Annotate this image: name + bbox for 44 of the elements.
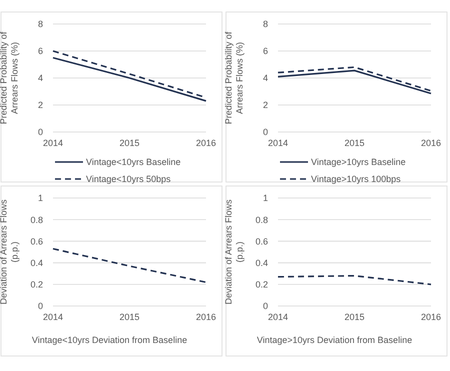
x-tick-label: 2014 bbox=[268, 312, 288, 322]
legend-label: Vintage>10yrs Baseline bbox=[311, 157, 406, 168]
y-tick-label: 0.2 bbox=[255, 280, 268, 290]
y-tick-label: 2 bbox=[38, 100, 43, 110]
x-tick-label: 2014 bbox=[42, 138, 64, 148]
y-tick-label: 0 bbox=[38, 301, 43, 312]
y-tick-label: 0.6 bbox=[30, 236, 43, 246]
y-tick-label: 0.6 bbox=[255, 236, 268, 246]
y-tick-label: 8 bbox=[262, 19, 268, 30]
y-tick-label: 4 bbox=[38, 73, 43, 84]
y-axis-title: Predicted Probability of Arrears Flows (%) bbox=[224, 31, 244, 124]
legend-label: Vintage<10yrs 50bps bbox=[86, 174, 172, 184]
y-tick-label: 1 bbox=[38, 193, 43, 204]
x-tick-label: 2014 bbox=[268, 138, 288, 148]
y-tick-label: 8 bbox=[38, 19, 43, 30]
x-tick-label: 2015 bbox=[344, 312, 365, 322]
y-axis-title: Deviation of Arrears Flows (p.p.) bbox=[0, 198, 20, 305]
y-axis-title: Predicted Probability of Arrears Flows (%) bbox=[0, 31, 20, 124]
x-tick-label: 2015 bbox=[344, 138, 365, 148]
y-tick-label: 6 bbox=[262, 46, 268, 56]
x-axis-title: Vintage<10yrs Deviation from Baseline bbox=[32, 335, 188, 345]
y-tick-label: 0 bbox=[262, 301, 268, 312]
x-tick-label: 2016 bbox=[196, 312, 216, 322]
x-tick-label: 2016 bbox=[420, 312, 442, 322]
y-tick-label: 4 bbox=[262, 73, 268, 84]
x-tick-label: 2014 bbox=[42, 312, 64, 322]
x-tick-label: 2016 bbox=[420, 138, 442, 148]
y-tick-label: 0.2 bbox=[30, 280, 43, 290]
y-tick-label: 0.8 bbox=[30, 214, 43, 225]
y-tick-label: 0 bbox=[38, 127, 43, 138]
x-tick-label: 2015 bbox=[119, 138, 140, 148]
y-tick-label: 0.4 bbox=[30, 258, 43, 268]
legend-label: Vintage>10yrs 100bps bbox=[311, 174, 402, 184]
x-tick-label: 2016 bbox=[196, 138, 216, 148]
y-axis-title: Deviation of Arrears Flows (p.p.) bbox=[224, 198, 244, 305]
y-tick-label: 0 bbox=[262, 127, 268, 138]
x-axis-title: Vintage>10yrs Deviation from Baseline bbox=[256, 335, 412, 345]
y-tick-label: 2 bbox=[262, 100, 268, 110]
y-tick-label: 0.8 bbox=[255, 214, 268, 225]
y-tick-label: 6 bbox=[38, 46, 43, 56]
legend-label: Vintage<10yrs Baseline bbox=[86, 157, 181, 168]
y-tick-label: 0.4 bbox=[255, 258, 268, 268]
x-tick-label: 2015 bbox=[119, 312, 140, 322]
y-tick-label: 1 bbox=[262, 193, 268, 204]
